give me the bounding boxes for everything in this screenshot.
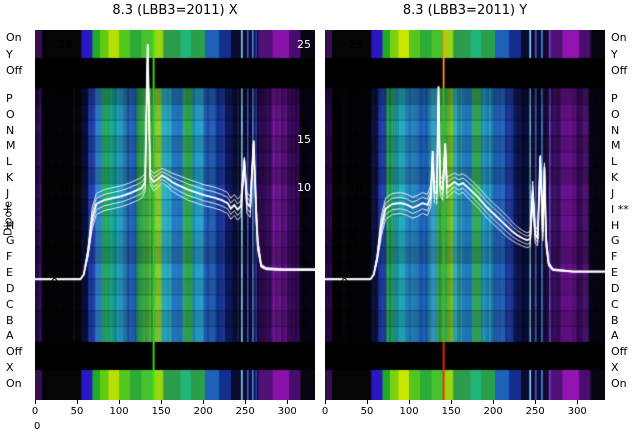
x-tick-mark [534,400,536,404]
x-tick-label: 50 [360,406,374,417]
panel-y-title: 8.3 (LBB3=2011) Y [402,3,528,18]
row-label-left: K [6,171,14,185]
y-tick-label-right: 15 [297,133,311,147]
row-label-left: J [6,186,10,200]
row-label-right: E [611,266,618,280]
x-tick-mark [160,400,162,404]
row-label-right: N [611,123,620,137]
row-label-left: A [6,329,14,343]
row-label-left: M [6,139,16,153]
row-label-right: I ** [611,202,629,216]
row-label-right: B [611,313,619,327]
y-tick-label: - 5 [51,228,66,242]
row-label-right: O [611,107,620,121]
y-tick-label: - 5 [341,228,356,242]
x-tick-mark [34,400,36,404]
row-label-right: L [611,155,618,169]
x-tick-label: 100 [109,406,129,417]
y-tick-label: - 10 [341,180,363,194]
x-tick-mark [450,400,452,404]
row-label-left: On [6,377,22,390]
row-label-left: L [6,155,13,169]
x-tick-mark [118,400,120,404]
row-label-left: Off [6,64,23,77]
row-label-right: X [611,361,619,374]
row-label-right: On [611,377,627,390]
x-tick-label: 250 [235,406,255,417]
x-tick-label: 150 [441,406,461,417]
corner-zero-label: 0 [34,421,41,432]
y-tick-label: - 25 [51,38,73,51]
row-label-right: C [611,297,619,311]
row-label-left: N [6,123,15,137]
x-tick-mark [576,400,578,404]
x-tick-label: 250 [525,406,545,417]
y-tick-label: 0 [51,276,58,289]
panel-x-title: 8.3 (LBB3=2011) X [112,3,238,18]
row-label-right: G [611,234,620,248]
row-label-right: Off [611,64,628,77]
x-tick-mark [202,400,204,404]
y-tick-label-right: 25 [297,38,311,51]
heatmap-panel-y [325,30,605,400]
row-label-left: D [6,281,15,295]
row-label-left: E [6,266,13,280]
row-label-left: G [6,234,15,248]
row-label-right: P [611,92,618,105]
y-tick-label: - 15 [51,133,73,147]
row-label-left: P [6,92,13,105]
x-tick-label: 50 [70,406,84,417]
x-tick-label: 300 [567,406,587,417]
row-label-right: M [611,139,621,153]
row-label-right: Y [611,48,618,61]
y-tick-label: - 10 [51,180,73,194]
row-label-left: X [6,361,14,374]
x-tick-mark [408,400,410,404]
x-tick-label: 300 [277,406,297,417]
x-tick-label: 0 [31,406,39,417]
row-label-right: Off [611,345,628,358]
row-label-left: On [6,31,22,44]
row-label-left: Off [6,345,23,358]
x-tick-label: 200 [483,406,503,417]
row-label-left: O [6,107,15,121]
x-tick-mark [324,400,326,404]
x-tick-label: 0 [321,406,329,417]
x-tick-mark [286,400,288,404]
x-tick-label: 200 [193,406,213,417]
x-tick-mark [244,400,246,404]
y-tick-label: - 25 [341,38,363,51]
x-tick-mark [492,400,494,404]
row-label-right: On [611,31,627,44]
y-tick-label: - 15 [341,133,363,147]
row-label-right: K [611,171,619,185]
row-label-right: H [611,218,620,232]
row-label-left: B [6,313,14,327]
x-tick-label: 150 [151,406,171,417]
row-label-right: J [611,186,615,200]
row-label-left: H [6,218,15,232]
row-label-right: D [611,281,620,295]
x-tick-mark [366,400,368,404]
y-tick-label: 0 [341,276,348,289]
row-label-right: A [611,329,619,343]
heatmap-panel-x [35,30,315,400]
x-tick-mark [76,400,78,404]
y-tick-label: - 20 [51,85,73,99]
row-label-right: F [611,250,618,264]
row-label-left: I [6,202,10,216]
row-label-left: F [6,250,13,264]
x-tick-label: 100 [399,406,419,417]
row-label-left: C [6,297,14,311]
y-tick-label-right: 10 [297,180,311,194]
y-tick-label: - 20 [341,85,363,99]
row-label-left: Y [6,48,13,61]
